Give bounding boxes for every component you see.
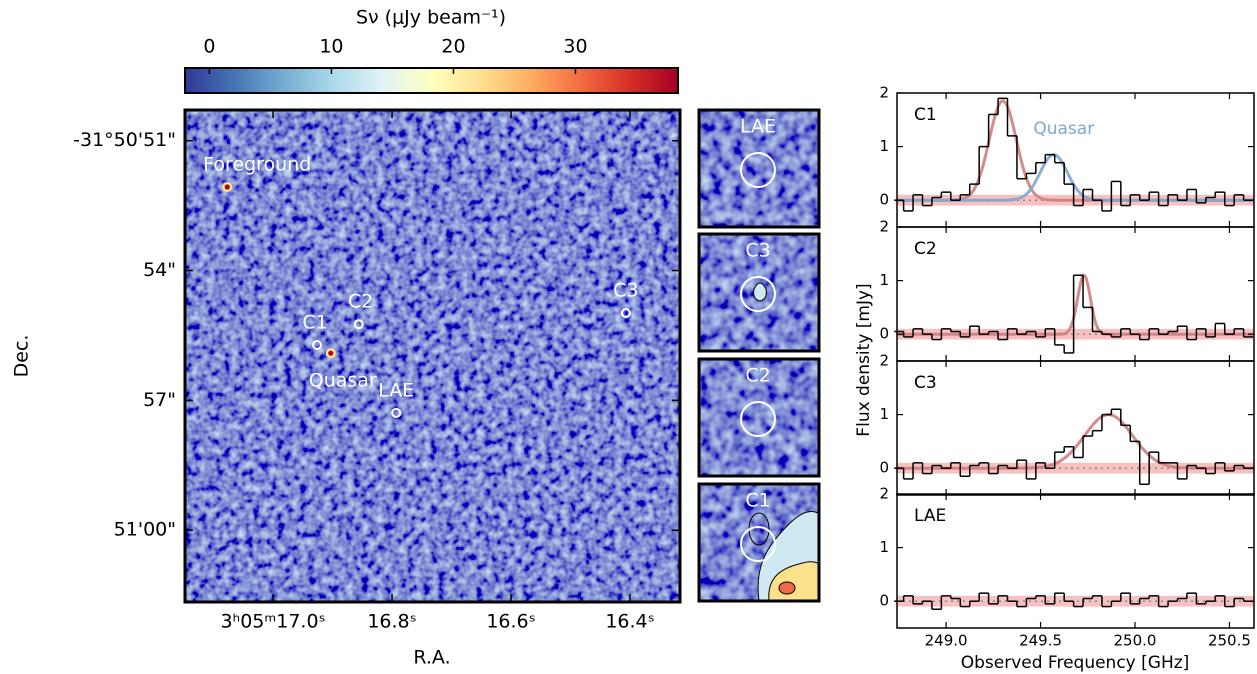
source-dot: [224, 184, 230, 190]
source-label: Foreground: [203, 154, 311, 176]
y-tick-label: 2: [879, 485, 889, 503]
noise-band: [897, 595, 1254, 607]
y-axis-label: Dec.: [11, 335, 33, 378]
source-label: C2: [348, 291, 373, 313]
y-axis-label: Flux density [mJy]: [854, 283, 874, 436]
panel-label: C2: [914, 239, 937, 259]
y-tick-label: 2: [879, 218, 889, 236]
x-tick-label: 249.5: [1019, 632, 1062, 650]
inset-label: C2: [745, 365, 770, 387]
source-circle: [312, 339, 323, 350]
colorbar-tick-label: 20: [441, 36, 465, 58]
colorbar-tick-label: 30: [563, 36, 587, 58]
x-tick-label: 250.0: [1114, 632, 1157, 650]
inset-frame: [697, 482, 821, 603]
y-tick-label: 1: [879, 405, 889, 423]
panel-label: LAE: [914, 506, 946, 526]
panel-frame: [896, 493, 1255, 629]
x-tick-label: 3ʰ05ᵐ17.0ˢ: [220, 611, 325, 633]
source-circle: [620, 307, 631, 318]
source-label: C3: [613, 279, 638, 301]
x-axis-label: Observed Frequency [GHz]: [961, 653, 1190, 673]
spectrum-riser: [902, 98, 1245, 211]
panel-frame: [896, 360, 1255, 496]
spectrum-riser: [902, 275, 1245, 353]
inset-label: LAE: [740, 116, 776, 138]
fit-curve: [897, 273, 1254, 336]
x-tick-label: 16.4ˢ: [605, 611, 654, 633]
inset-contour: [753, 282, 767, 302]
panel-label: C1: [914, 105, 937, 125]
y-tick-label: -31°50'51": [73, 129, 176, 151]
colorbar-label: Sν (μJy beam⁻¹): [356, 7, 506, 29]
panel-frame: [896, 92, 1255, 228]
y-tick-label: 57": [143, 389, 176, 411]
inset-label: C1: [745, 490, 770, 512]
y-tick-label: 1: [879, 271, 889, 289]
y-tick-label: 51'00": [114, 519, 176, 541]
inset-frame: [697, 357, 821, 478]
inset-aperture: [740, 276, 776, 312]
colorbar-tick-label: 10: [319, 36, 343, 58]
source-label: C1: [302, 311, 327, 333]
source-circle: [353, 319, 364, 330]
spectrum-riser: [902, 593, 1245, 610]
inset-aperture: [740, 526, 776, 562]
x-tick-label: 250.5: [1208, 632, 1251, 650]
y-tick-label: 0: [879, 459, 889, 477]
map-frame: [183, 108, 682, 604]
inset-image: [699, 110, 819, 227]
fit-curve: [897, 413, 1254, 470]
source-label: LAE: [378, 379, 414, 401]
y-tick-label: 1: [879, 538, 889, 556]
y-tick-label: 2: [879, 84, 889, 102]
y-tick-label: 1: [879, 137, 889, 155]
x-axis-label: R.A.: [413, 647, 450, 669]
fit-label: Quasar: [1033, 119, 1094, 139]
colorbar: [184, 67, 679, 94]
inset-aperture: [740, 401, 776, 437]
y-tick-label: 0: [879, 325, 889, 343]
colorbar-tick-label: 0: [203, 36, 215, 58]
source-dot: [328, 350, 334, 356]
x-tick-label: 16.8ˢ: [367, 611, 416, 633]
y-tick-label: 2: [879, 352, 889, 370]
panel-label: C3: [914, 373, 937, 393]
panel-frame: [896, 226, 1255, 362]
inset-label: C3: [745, 240, 770, 262]
x-tick-label: 16.6ˢ: [486, 611, 535, 633]
source-circle: [391, 407, 402, 418]
y-tick-label: 0: [879, 191, 889, 209]
inset-frame: [697, 232, 821, 353]
inset-image: [699, 359, 819, 476]
inset-frame: [697, 108, 821, 229]
map-image: [185, 110, 680, 602]
y-tick-label: 0: [879, 592, 889, 610]
inset-aperture: [740, 152, 776, 188]
noise-band: [897, 328, 1254, 340]
x-tick-label: 249.0: [925, 632, 968, 650]
y-tick-label: 54": [143, 259, 176, 281]
source-label: Quasar: [309, 370, 377, 392]
inset-contour: [778, 581, 796, 595]
noise-band: [897, 462, 1254, 474]
